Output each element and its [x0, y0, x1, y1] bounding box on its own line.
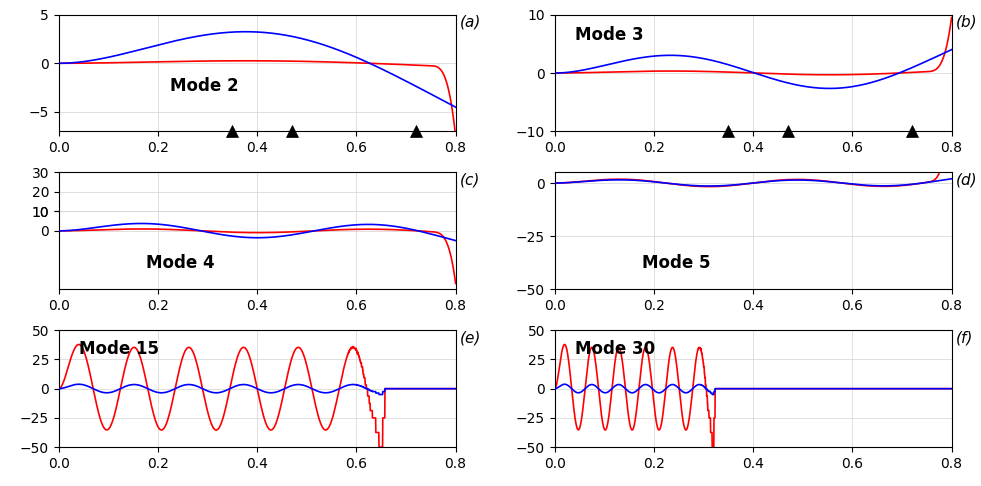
Text: (e): (e): [459, 330, 481, 345]
Text: Mode 15: Mode 15: [78, 340, 159, 358]
Text: Mode 5: Mode 5: [643, 254, 710, 272]
Text: (b): (b): [955, 15, 977, 30]
Text: (f): (f): [955, 330, 973, 345]
Text: Mode 4: Mode 4: [146, 254, 215, 272]
Text: Mode 2: Mode 2: [170, 77, 238, 95]
Text: (d): (d): [955, 173, 977, 188]
Text: (c): (c): [459, 173, 480, 188]
Text: Mode 3: Mode 3: [575, 26, 644, 44]
Text: (a): (a): [459, 15, 481, 30]
Text: Mode 30: Mode 30: [575, 340, 654, 358]
